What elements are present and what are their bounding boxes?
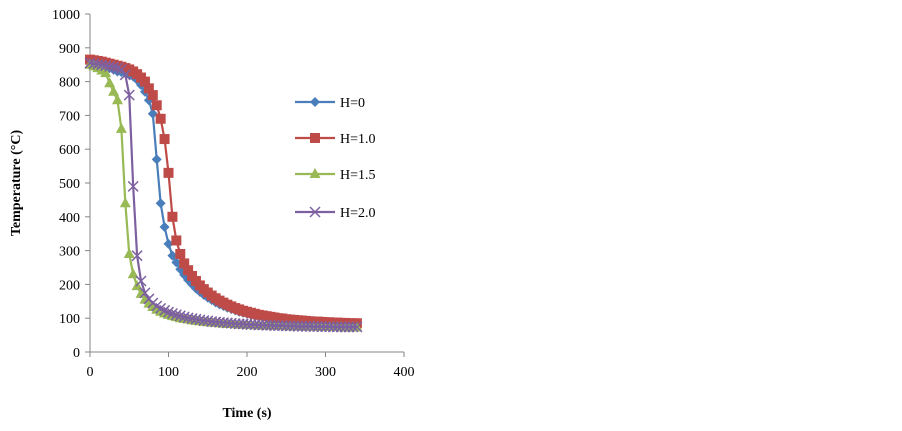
- x-tick-label: 200: [237, 365, 258, 380]
- data-point: [151, 154, 162, 165]
- data-point: [151, 100, 162, 111]
- data-point: [166, 307, 178, 319]
- data-point: [139, 76, 150, 87]
- data-point: [335, 321, 347, 333]
- data-point: [104, 77, 116, 88]
- data-point: [135, 275, 147, 287]
- data-point: [155, 113, 166, 124]
- legend-item: H=2.0: [295, 206, 376, 221]
- data-point: [111, 62, 124, 74]
- data-point: [135, 287, 147, 298]
- data-point: [179, 258, 190, 269]
- data-point: [108, 85, 120, 96]
- data-point: [127, 268, 139, 279]
- data-point: [123, 89, 135, 101]
- data-point: [171, 235, 182, 246]
- x-axis-label: Time (s): [222, 406, 271, 421]
- y-tick-label: 1000: [52, 8, 80, 23]
- data-point: [115, 63, 127, 75]
- y-tick-label: 600: [59, 143, 80, 158]
- y-tick-label: 700: [59, 109, 80, 124]
- data-point: [163, 167, 174, 178]
- x-tick-label: 300: [315, 365, 336, 380]
- data-point: [159, 134, 170, 145]
- data-point: [316, 321, 328, 333]
- legend-marker: [309, 206, 321, 218]
- data-point: [139, 287, 151, 299]
- data-point: [171, 257, 182, 268]
- data-point: [162, 306, 175, 318]
- y-tick-label: 200: [59, 278, 80, 293]
- legend: H=0 H=1.0 H=1.5 H=2.0: [295, 96, 376, 221]
- series-H=1.5: [84, 58, 363, 332]
- data-point: [143, 83, 154, 94]
- data-point: [131, 250, 143, 262]
- y-tick-label: 800: [59, 76, 80, 91]
- data-point: [351, 321, 363, 333]
- data-point: [343, 321, 355, 333]
- series-H=1.0: [85, 54, 362, 329]
- legend-label: H=1.0: [340, 132, 376, 147]
- series-H=2.0: [84, 57, 363, 333]
- data-point: [187, 270, 198, 281]
- data-point: [111, 94, 123, 105]
- y-tick-label: 0: [73, 346, 80, 361]
- data-point: [280, 320, 292, 332]
- y-tick-label: 300: [59, 245, 80, 260]
- axes: 0 100 200 300 400 0 100 200 300 400 500 600 700 800 90…: [52, 8, 415, 380]
- data-point: [127, 180, 139, 192]
- plot-area: [84, 54, 363, 333]
- legend-marker: [310, 97, 320, 107]
- data-point: [115, 122, 127, 133]
- data-point: [108, 61, 120, 73]
- data-point: [119, 69, 131, 81]
- data-point: [119, 197, 131, 208]
- data-point: [147, 108, 158, 119]
- data-point: [331, 321, 343, 333]
- data-point: [175, 248, 186, 259]
- y-tick-label: 900: [59, 42, 80, 57]
- legend-item: H=1.0: [295, 132, 376, 147]
- data-point: [123, 247, 135, 258]
- data-point: [155, 198, 166, 209]
- data-point: [183, 265, 194, 276]
- y-axis-label: Temperature (°C): [9, 130, 24, 237]
- data-point: [167, 250, 178, 261]
- x-tick-label: 0: [87, 365, 94, 380]
- legend-item: H=0: [295, 96, 365, 111]
- data-point: [292, 320, 304, 332]
- legend-label: H=0: [340, 96, 365, 111]
- data-point: [167, 211, 178, 222]
- y-tick-label: 500: [59, 177, 80, 192]
- legend-marker: [309, 168, 321, 178]
- data-point: [296, 320, 308, 332]
- data-point: [100, 67, 112, 78]
- legend-marker: [310, 133, 320, 143]
- data-point: [163, 238, 174, 249]
- legend-item: H=1.5: [295, 168, 376, 183]
- legend-label: H=1.5: [340, 168, 376, 183]
- data-point: [339, 321, 351, 333]
- data-point: [159, 221, 170, 232]
- data-point: [347, 321, 359, 333]
- data-point: [312, 321, 324, 333]
- data-point: [268, 320, 281, 332]
- y-tick-label: 400: [59, 211, 80, 226]
- data-point: [147, 90, 158, 101]
- data-point: [327, 321, 339, 333]
- x-tick-label: 100: [158, 365, 179, 380]
- legend-label: H=2.0: [340, 206, 376, 221]
- x-tick-label: 400: [394, 365, 415, 380]
- y-tick-label: 100: [59, 312, 80, 327]
- data-point: [308, 321, 320, 333]
